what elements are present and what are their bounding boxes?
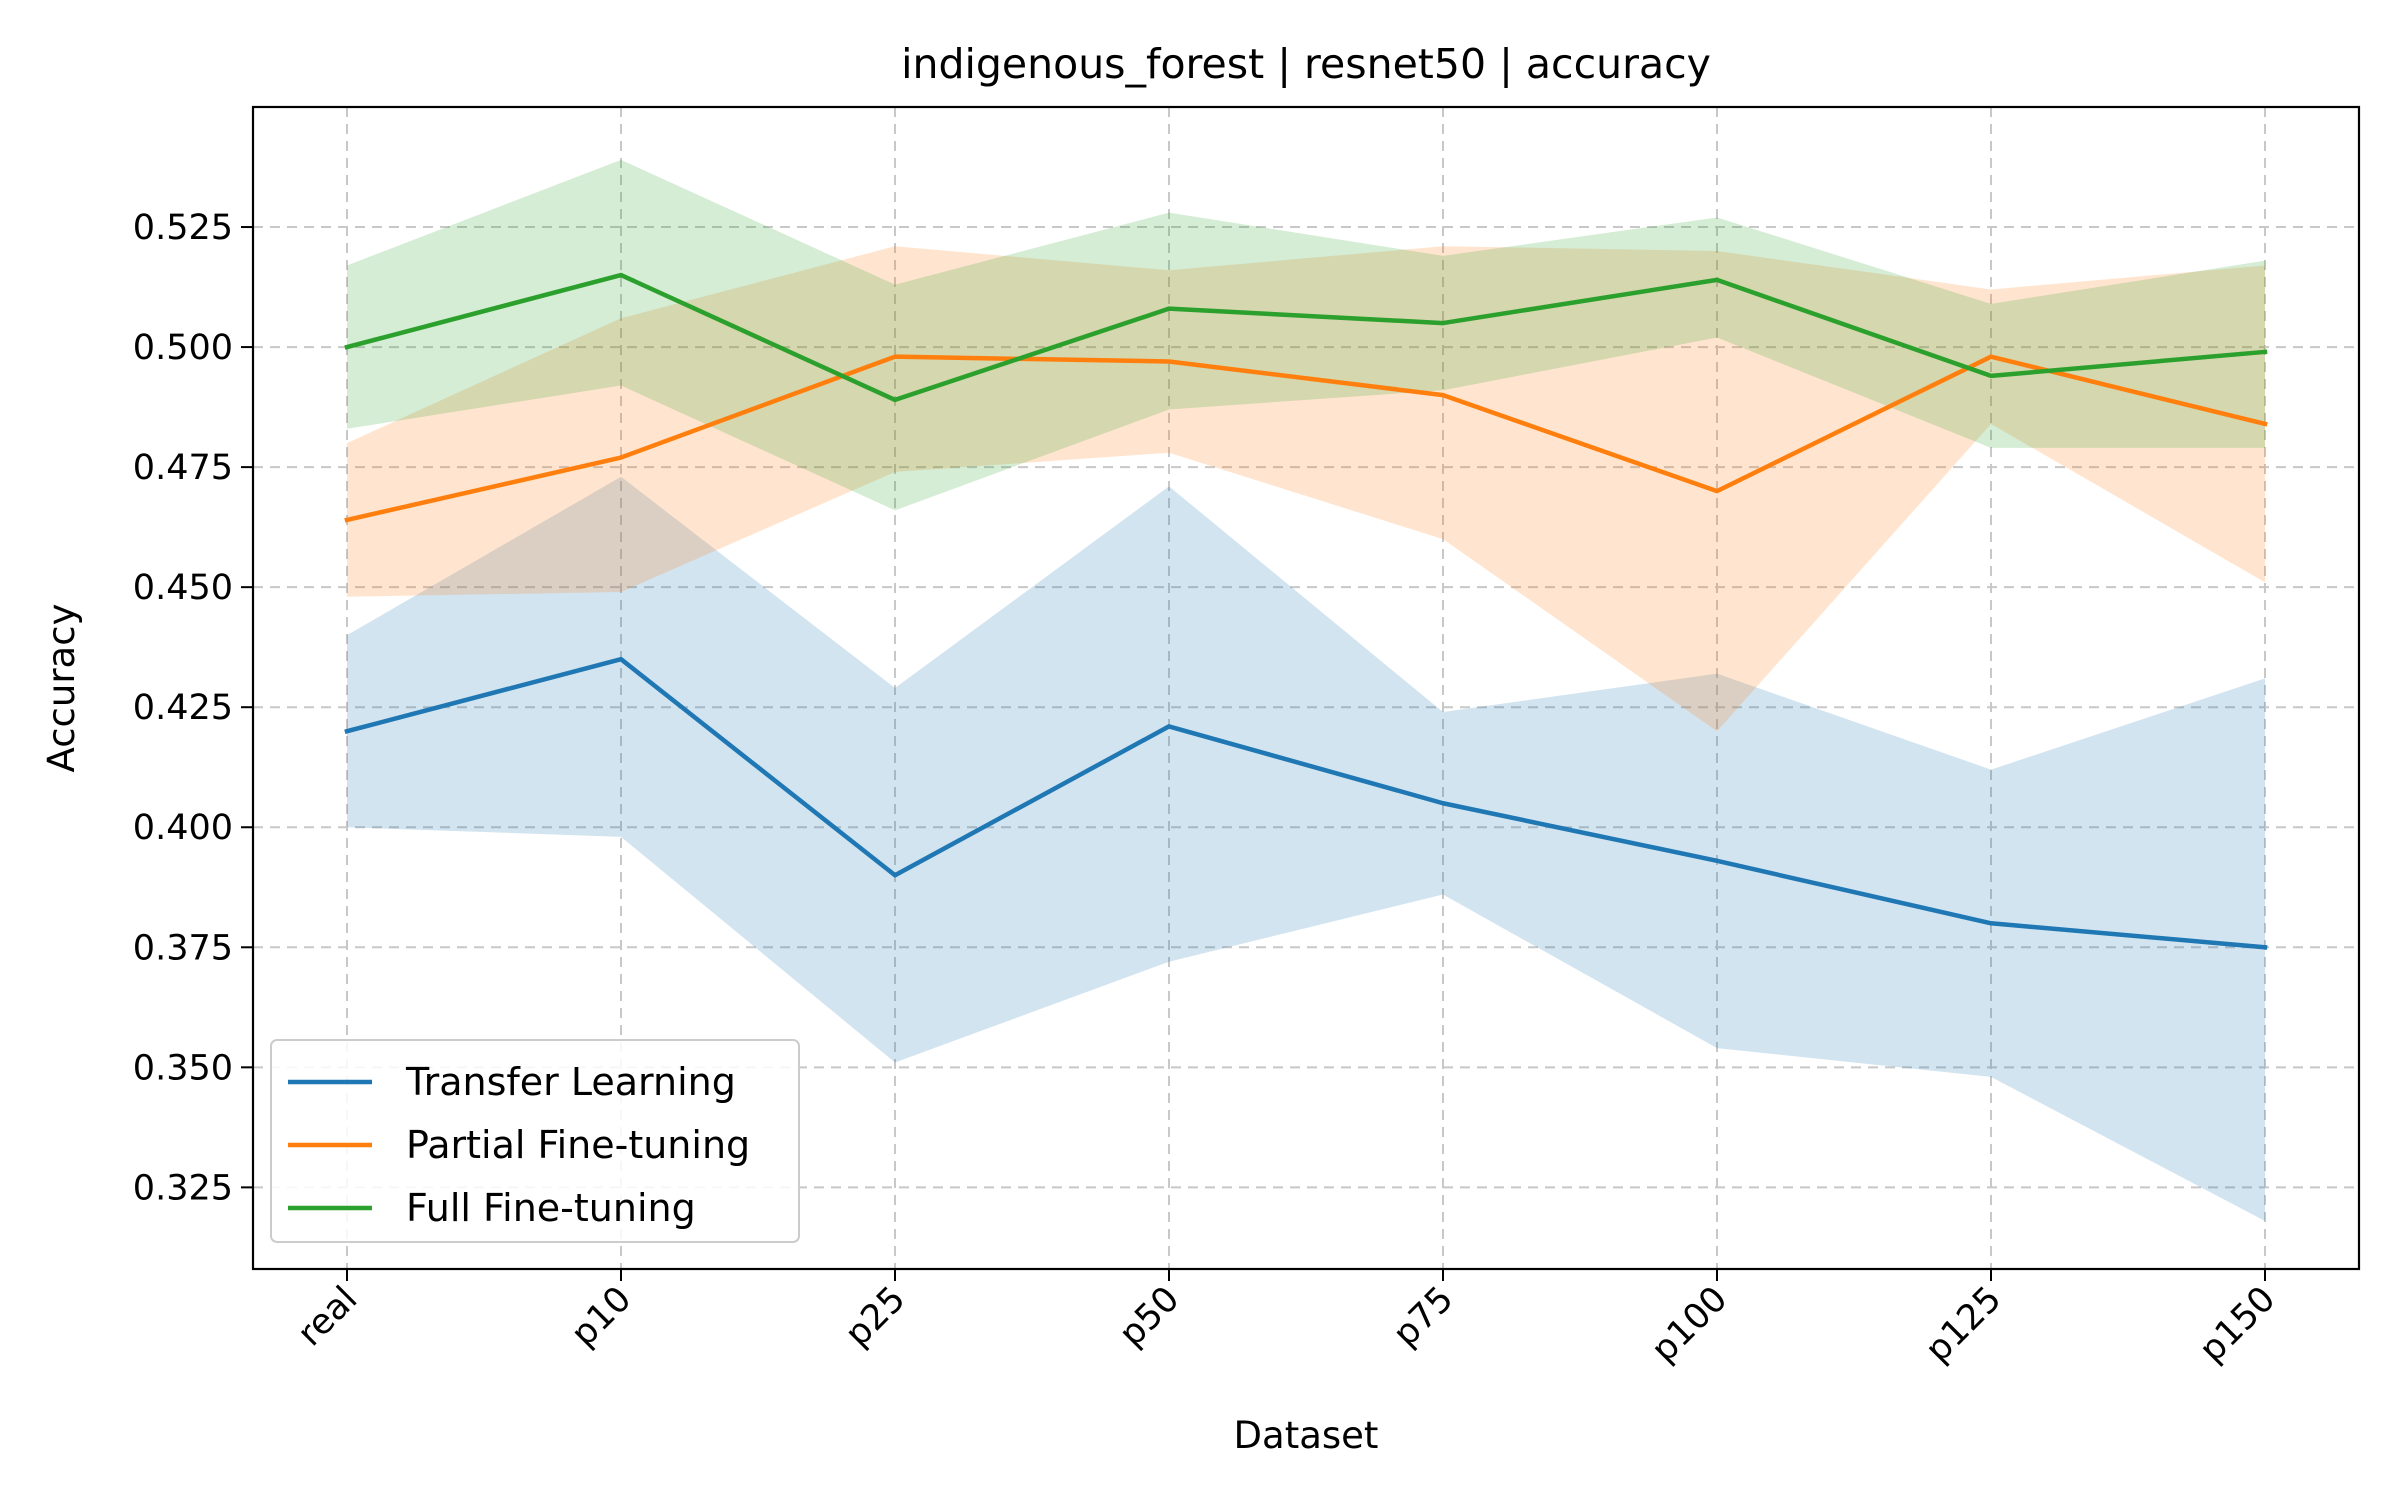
x-tick-label: p10	[564, 1279, 639, 1354]
grid-lines	[253, 107, 2359, 1269]
confidence-band	[347, 159, 2265, 511]
x-tick-label: p150	[2192, 1279, 2283, 1370]
x-tick-label: p100	[1644, 1279, 1735, 1370]
y-tick-label: 0.425	[133, 688, 233, 728]
y-tick-label: 0.450	[133, 568, 233, 608]
plot-frame	[251, 105, 2361, 1271]
legend-label: Partial Fine-tuning	[406, 1123, 750, 1167]
x-tick-label: p75	[1386, 1279, 1461, 1354]
y-tick-label: 0.325	[133, 1168, 233, 1208]
data-point	[619, 455, 623, 460]
data-point	[1989, 354, 1993, 359]
data-point	[1989, 921, 1993, 926]
data-point	[619, 657, 623, 662]
data-point	[1167, 359, 1171, 364]
data-point	[345, 517, 349, 522]
data-point	[619, 273, 623, 278]
data-point	[2263, 945, 2267, 950]
data-point	[345, 729, 349, 734]
data-point	[893, 397, 897, 402]
x-tick-label: p50	[1112, 1279, 1187, 1354]
x-tick-label: p25	[838, 1279, 913, 1354]
data-point	[1441, 321, 1445, 326]
y-axis-title: Accuracy	[40, 604, 83, 773]
data-point	[1167, 724, 1171, 729]
y-tick-label: 0.475	[133, 448, 233, 488]
legend-box	[270, 1039, 800, 1243]
series-line	[344, 354, 2268, 523]
y-tick-label: 0.350	[133, 1048, 233, 1088]
series-line	[344, 656, 2268, 950]
data-point	[893, 873, 897, 878]
data-point	[1441, 393, 1445, 398]
data-point	[2263, 421, 2267, 426]
data-point	[1167, 306, 1171, 311]
data-point	[1441, 801, 1445, 806]
confidence-band	[347, 476, 2265, 1221]
data-point	[1989, 373, 1993, 378]
data-point	[893, 354, 897, 359]
y-tick-label: 0.500	[133, 328, 233, 368]
legend-label: Transfer Learning	[405, 1060, 736, 1104]
x-tick-label: real	[290, 1279, 365, 1354]
data-point	[1715, 489, 1719, 494]
series-lines	[344, 272, 2268, 950]
y-tick-label: 0.400	[133, 808, 233, 848]
x-axis-title: Dataset	[1234, 1414, 1379, 1457]
legend-label: Full Fine-tuning	[406, 1186, 696, 1230]
y-tick-label: 0.525	[133, 208, 233, 248]
legend: Transfer Learning Partial Fine-tuning Full…	[270, 1039, 800, 1243]
data-point	[1715, 277, 1719, 282]
series-line	[344, 272, 2268, 403]
data-point	[1715, 858, 1719, 863]
data-point	[2263, 349, 2267, 354]
data-point	[345, 345, 349, 350]
y-tick-label: 0.375	[133, 928, 233, 968]
chart-title: indigenous_forest | resnet50 | accuracy	[901, 40, 1711, 88]
x-tick-label: p125	[1918, 1279, 2009, 1370]
